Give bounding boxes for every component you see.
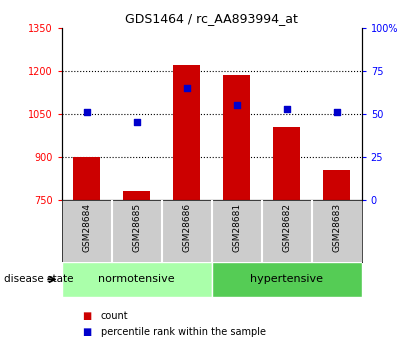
Text: normotensive: normotensive bbox=[98, 275, 175, 284]
Text: percentile rank within the sample: percentile rank within the sample bbox=[101, 327, 266, 337]
Bar bbox=[73, 157, 100, 200]
Bar bbox=[223, 75, 250, 200]
Text: hypertensive: hypertensive bbox=[250, 275, 323, 284]
Bar bbox=[212, 262, 362, 297]
Point bbox=[83, 109, 90, 115]
Point bbox=[233, 102, 240, 108]
Bar bbox=[123, 191, 150, 200]
Bar bbox=[273, 127, 300, 200]
Point bbox=[333, 109, 340, 115]
Bar bbox=[62, 262, 212, 297]
Text: GSM28683: GSM28683 bbox=[332, 203, 341, 252]
Point bbox=[183, 85, 190, 91]
Text: GSM28681: GSM28681 bbox=[232, 203, 241, 252]
Bar bbox=[323, 170, 351, 200]
Text: GSM28686: GSM28686 bbox=[182, 203, 191, 252]
Text: disease state: disease state bbox=[4, 275, 74, 284]
Text: count: count bbox=[101, 311, 128, 321]
Point bbox=[283, 106, 290, 111]
Title: GDS1464 / rc_AA893994_at: GDS1464 / rc_AA893994_at bbox=[125, 12, 298, 25]
Point bbox=[133, 120, 140, 125]
Text: GSM28684: GSM28684 bbox=[82, 203, 91, 252]
Text: ■: ■ bbox=[82, 327, 92, 337]
Bar bbox=[173, 65, 201, 200]
Text: GSM28682: GSM28682 bbox=[282, 203, 291, 252]
Text: GSM28685: GSM28685 bbox=[132, 203, 141, 252]
Text: ■: ■ bbox=[82, 311, 92, 321]
